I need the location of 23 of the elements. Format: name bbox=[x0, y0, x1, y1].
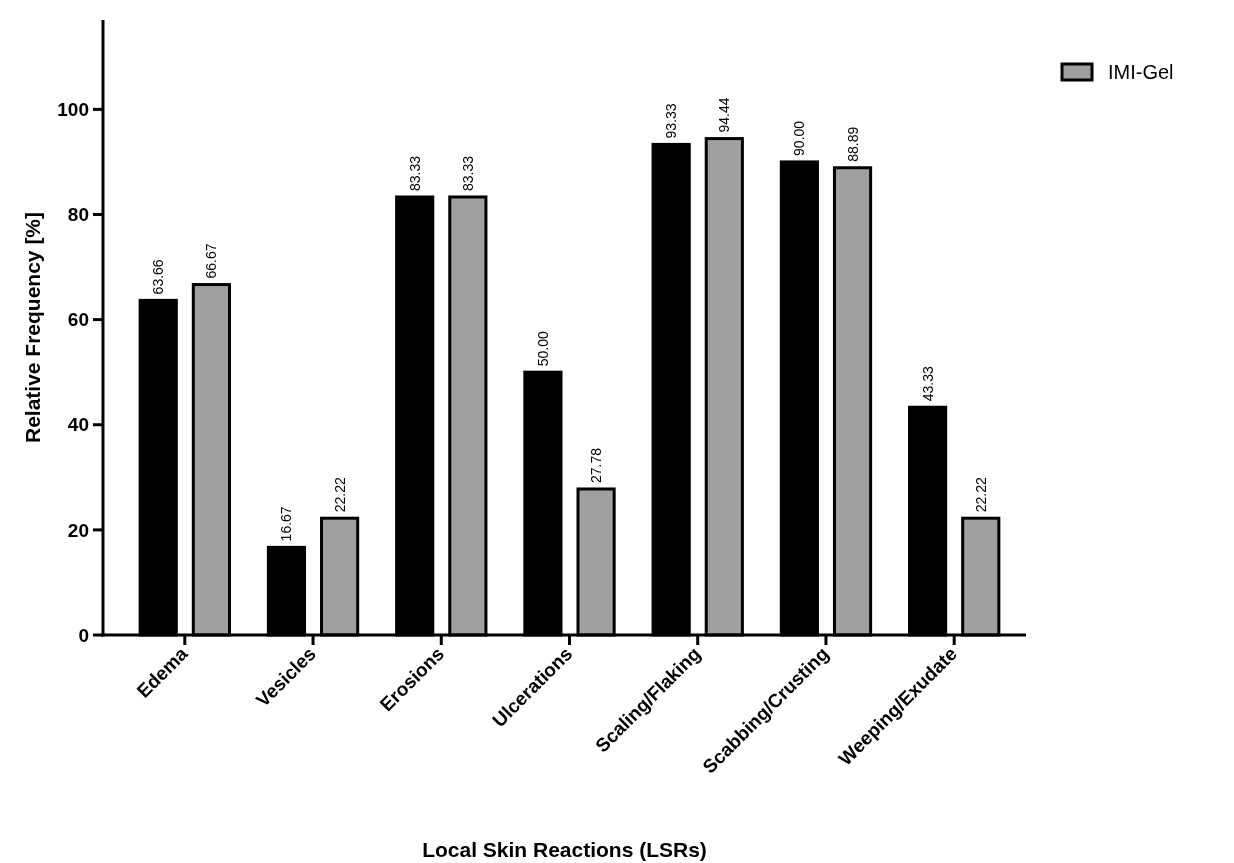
data-label: 43.33 bbox=[919, 365, 936, 402]
data-label: 50.00 bbox=[534, 330, 551, 367]
data-label: 27.78 bbox=[588, 447, 605, 483]
data-label: 88.89 bbox=[844, 126, 861, 162]
y-axis-title: Relative Frequency [%] bbox=[21, 211, 44, 444]
data-label: 63.66 bbox=[150, 259, 167, 295]
data-label: 66.67 bbox=[203, 243, 220, 279]
data-label: 16.67 bbox=[278, 506, 295, 542]
data-label: 94.44 bbox=[716, 97, 733, 133]
data-label: 90.00 bbox=[791, 120, 808, 156]
data-label: 83.33 bbox=[406, 155, 423, 191]
legend-label: IMI-Gel bbox=[1108, 61, 1174, 83]
y-tick-label: 80 bbox=[67, 204, 89, 226]
y-tick-label: 40 bbox=[67, 414, 89, 436]
y-tick-label: 20 bbox=[67, 519, 89, 541]
x-axis-title: Local Skin Reactions (LSRs) bbox=[422, 838, 707, 861]
data-label: 22.22 bbox=[331, 476, 348, 513]
data-label: 93.33 bbox=[663, 103, 680, 139]
data-label: 22.22 bbox=[972, 476, 989, 513]
y-tick-label: 60 bbox=[67, 309, 89, 331]
data-label: 83.33 bbox=[459, 155, 476, 191]
y-tick-label: 100 bbox=[57, 99, 89, 121]
y-tick-label: 0 bbox=[78, 624, 89, 646]
